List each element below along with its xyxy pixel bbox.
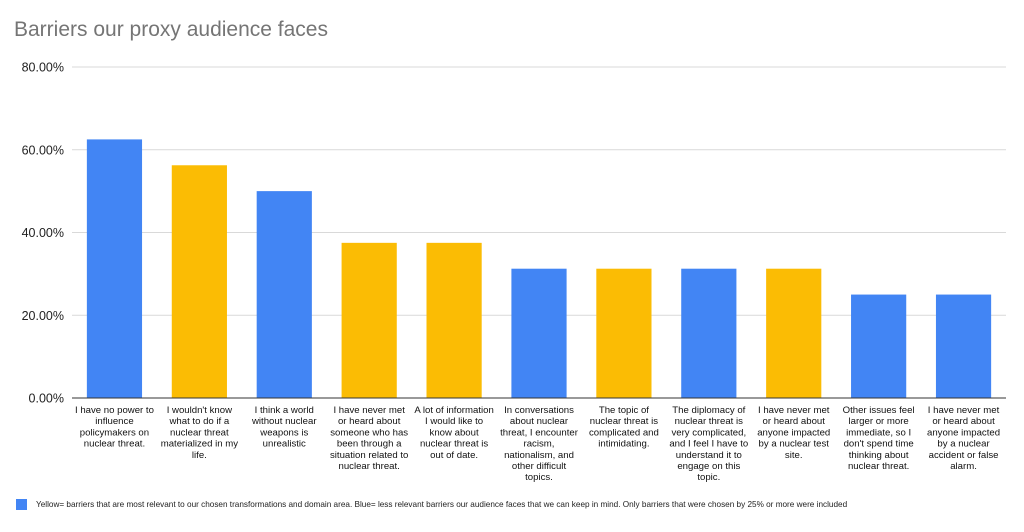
x-category-label: I have never met or heard about anyone imp… xyxy=(757,405,830,461)
bar xyxy=(766,268,822,398)
legend-swatch xyxy=(16,499,27,510)
y-tick-label: 60.00% xyxy=(22,143,64,157)
y-tick-label: 20.00% xyxy=(22,309,64,323)
x-category-label: A lot of information I would like to know … xyxy=(414,405,493,461)
bar xyxy=(851,294,907,398)
y-tick-label: 0.00% xyxy=(29,392,64,406)
bar xyxy=(341,242,397,398)
x-category-label: I wouldn't know what to do if a nuclear th… xyxy=(161,405,239,461)
chart-title: Barriers our proxy audience faces xyxy=(14,18,328,41)
legend-text: Yellow= barriers that are most relevant … xyxy=(36,500,848,509)
bar xyxy=(511,268,567,398)
x-category-label: I have never met or heard about anyone imp… xyxy=(927,405,1000,472)
legend: Yellow= barriers that are most relevant … xyxy=(16,499,847,510)
bar xyxy=(681,268,737,398)
y-tick-label: 40.00% xyxy=(22,226,64,240)
x-category-label: Other issues feel larger or more immediate… xyxy=(843,405,915,472)
x-category-label: I have never met or heard about someone wh… xyxy=(330,405,408,472)
x-category-label: I have no power to influence policymakers … xyxy=(75,405,154,450)
bar xyxy=(426,242,482,398)
x-category-label: In conversations about nuclear threat, I e… xyxy=(500,405,579,483)
y-tick-label: 80.00% xyxy=(22,61,64,75)
bar xyxy=(596,268,652,398)
bar xyxy=(935,294,992,398)
bar xyxy=(86,139,143,398)
bar xyxy=(171,165,227,398)
x-category-label: The diplomacy of nuclear threat is very co… xyxy=(669,405,748,483)
bar xyxy=(256,191,312,398)
x-category-label: I think a world without nuclear weapons is… xyxy=(251,405,317,450)
x-category-label: The topic of nuclear threat is complicated… xyxy=(589,405,659,450)
